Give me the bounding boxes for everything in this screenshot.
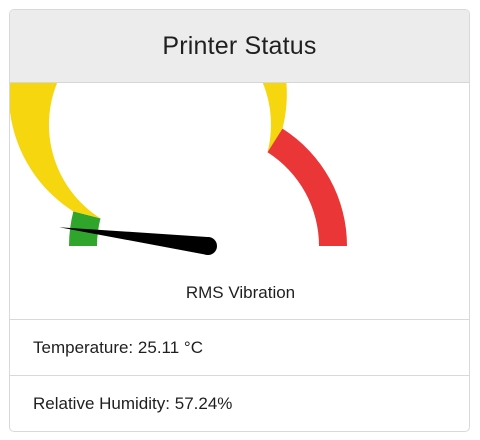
- card-title: Printer Status: [162, 31, 317, 60]
- gauge-needle: [59, 227, 210, 255]
- gauge-band-green: [69, 211, 101, 246]
- humidity-value: 57.24%: [174, 393, 233, 413]
- humidity-row: Relative Humidity: 57.24%: [10, 376, 469, 431]
- gauge-label: RMS Vibration: [185, 283, 296, 302]
- temperature-label: Temperature:: [33, 337, 134, 357]
- gauge-band-red: [267, 128, 347, 246]
- temperature-value: 25.11 °C: [137, 337, 203, 357]
- humidity-label: Relative Humidity:: [33, 393, 170, 413]
- temperature-row: Temperature: 25.11 °C: [10, 320, 469, 376]
- rms-vibration-gauge: [10, 83, 347, 255]
- gauge-needle-hub: [199, 237, 217, 255]
- printer-status-card: Printer Status RMS Vibration Temperature…: [9, 9, 470, 432]
- gauge-band-yellow: [10, 83, 287, 219]
- card-header: Printer Status: [10, 10, 469, 83]
- gauge-section: RMS Vibration: [10, 83, 469, 320]
